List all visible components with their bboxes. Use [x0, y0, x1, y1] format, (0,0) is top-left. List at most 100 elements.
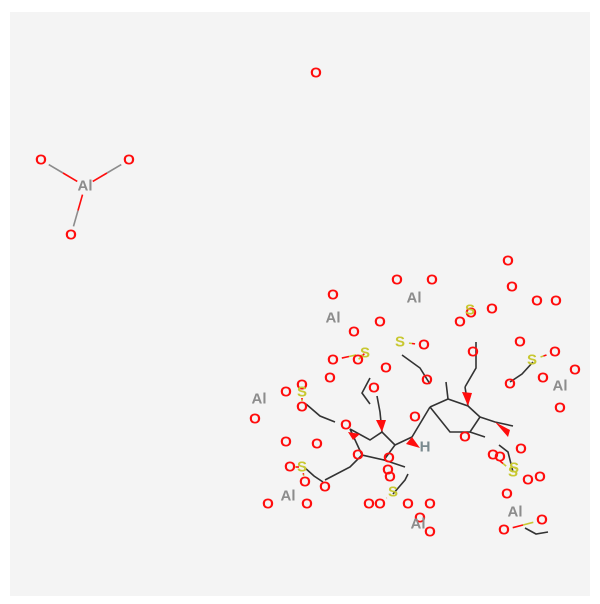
- oxygen-atom-label: O: [296, 399, 308, 416]
- aluminium-atom-label: Al: [508, 504, 523, 521]
- sulfur-atom-label: S: [508, 464, 518, 481]
- oxygen-atom-label: O: [380, 360, 392, 377]
- skeleton-bond: [324, 454, 363, 481]
- oxygen-atom-label: O: [352, 447, 364, 464]
- oxygen-atom-label: O: [363, 496, 375, 513]
- oxygen-atom-label: O: [352, 352, 364, 369]
- oxygen-atom-label: O: [515, 441, 527, 458]
- oxygen-atom-label: O: [504, 376, 516, 393]
- oxygen-atom-label: O: [494, 449, 506, 466]
- sulfur-atom-label: S: [388, 484, 398, 501]
- atom-bond: [360, 353, 365, 358]
- stereo-wedge-bond: [462, 392, 472, 406]
- oxygen-atom-label: O: [311, 436, 323, 453]
- oxygen-atom-label: O: [569, 362, 581, 379]
- oxygen-atom-label: O: [424, 524, 436, 541]
- oxygen-atom-label: O: [249, 411, 261, 428]
- oxygen-atom-label: O: [424, 496, 436, 513]
- structure-canvas: O O O Al O O O O O O O Al O Al O O O O O Al O O O S S S S S O O O O O O O A…: [10, 12, 590, 596]
- oxygen-atom-label: O: [35, 152, 47, 169]
- sulfur-atom-label: S: [509, 460, 519, 477]
- atom-bond: [540, 355, 544, 358]
- oxygen-atom-label: O: [498, 522, 510, 539]
- oxygen-atom-label: O: [262, 496, 274, 513]
- skeleton-bond: [392, 473, 409, 495]
- aluminium-atom-label: Al: [407, 290, 422, 307]
- atom-bond: [62, 172, 78, 183]
- stereo-wedge-bond: [406, 437, 420, 448]
- sulfur-atom-label: S: [297, 459, 307, 476]
- oxygen-atom-label: O: [534, 469, 546, 486]
- oxygen-atom-label: O: [554, 400, 566, 417]
- skeleton-bond: [509, 361, 534, 383]
- aluminium-atom-label: Al: [553, 378, 568, 395]
- oxygen-atom-label: O: [501, 486, 513, 503]
- skeleton-bond: [361, 377, 371, 405]
- skeleton-bond: [401, 354, 431, 385]
- skeleton-bond: [429, 398, 482, 433]
- oxygen-atom-label: O: [280, 434, 292, 451]
- oxygen-atom-label: O: [327, 352, 339, 369]
- oxygen-atom-label: O: [296, 377, 308, 394]
- oxygen-atom-label: O: [414, 510, 426, 527]
- oxygen-atom-label: O: [486, 301, 498, 318]
- oxygen-atom-label: O: [537, 370, 549, 387]
- skeleton-bond: [383, 459, 406, 468]
- atom-bond: [502, 462, 507, 467]
- sulfur-atom-label: S: [465, 302, 475, 319]
- atom-bond: [358, 355, 363, 360]
- aluminium-atom-label: Al: [326, 310, 341, 327]
- oxygen-atom-label: O: [514, 334, 526, 351]
- oxygen-atom-label: O: [299, 474, 311, 491]
- oxygen-atom-label: O: [459, 429, 471, 446]
- oxygen-atom-label: O: [506, 279, 518, 296]
- atom-bond: [348, 354, 357, 358]
- oxygen-atom-label: O: [123, 152, 135, 169]
- atom-bond: [77, 194, 84, 211]
- oxygen-atom-label: O: [402, 496, 414, 513]
- stereo-wedge-bond: [495, 422, 510, 437]
- oxygen-atom-label: O: [391, 272, 403, 289]
- oxygen-atom-label: O: [348, 324, 360, 341]
- stereo-wedge-bond: [376, 420, 386, 432]
- oxygen-atom-label: O: [465, 305, 477, 322]
- atom-bond: [512, 524, 524, 529]
- oxygen-atom-label: O: [426, 272, 438, 289]
- aluminium-atom-label: Al: [78, 178, 93, 195]
- atom-bond: [499, 460, 504, 465]
- skeleton-bond: [479, 416, 514, 427]
- oxygen-atom-label: O: [340, 417, 352, 434]
- oxygen-atom-label: O: [502, 253, 514, 270]
- oxygen-atom-label: O: [324, 370, 336, 387]
- atom-bond: [543, 354, 547, 357]
- skeleton-bond: [445, 381, 449, 400]
- oxygen-atom-label: O: [487, 447, 499, 464]
- atom-bond: [106, 163, 122, 174]
- oxygen-atom-label: O: [550, 293, 562, 310]
- oxygen-atom-label: O: [65, 227, 77, 244]
- oxygen-atom-label: O: [384, 469, 396, 486]
- sulfur-atom-label: S: [360, 345, 370, 362]
- sulfur-atom-label: S: [395, 334, 405, 351]
- atom-bond: [48, 163, 64, 174]
- stereo-wedge-bond: [348, 432, 360, 440]
- oxygen-atom-label: O: [383, 450, 395, 467]
- oxygen-atom-label: O: [454, 314, 466, 331]
- aluminium-atom-label: Al: [252, 391, 267, 408]
- atom-bond: [92, 172, 108, 183]
- oxygen-atom-label: O: [409, 409, 421, 426]
- aluminium-atom-label: Al: [281, 488, 296, 505]
- skeleton-bond: [498, 444, 514, 473]
- oxygen-atom-label: O: [319, 479, 331, 496]
- skeleton-bond: [469, 431, 486, 438]
- oxygen-atom-label: O: [467, 344, 479, 361]
- oxygen-atom-label: O: [421, 372, 433, 389]
- sulfur-atom-label: S: [527, 352, 537, 369]
- atom-bond: [341, 355, 350, 359]
- oxygen-atom-label: O: [549, 344, 561, 361]
- oxygen-atom-label: O: [280, 384, 292, 401]
- skeleton-bond: [464, 342, 477, 388]
- skeleton-bond: [524, 527, 549, 535]
- oxygen-atom-label: O: [327, 287, 339, 304]
